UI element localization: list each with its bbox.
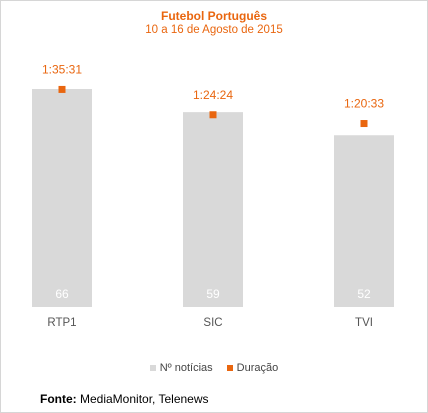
- legend-swatch-noticias: [149, 365, 156, 371]
- chart-title: Futebol Português: [161, 9, 267, 23]
- legend-item-duracao: Duração: [226, 362, 279, 374]
- legend-item-noticias: Nº notícias: [149, 362, 213, 374]
- chart-legend: Nº notícias Duração: [0, 362, 428, 374]
- bar-value-label-sic: 59: [206, 287, 220, 301]
- bar-sic: [183, 112, 243, 307]
- duration-label-tvi: 1:20:33: [344, 97, 384, 111]
- legend-label-noticias: Nº notícias: [159, 362, 213, 374]
- duration-marker-sic: [209, 111, 217, 119]
- source-label: Fonte:: [40, 392, 77, 406]
- duration-marker-tvi: [360, 120, 368, 128]
- duration-label-sic: 1:24:24: [193, 88, 233, 102]
- duration-marker-rtp1: [58, 85, 66, 93]
- source-note: Fonte: MediaMonitor, Telenews: [40, 392, 209, 406]
- source-text: MediaMonitor, Telenews: [80, 392, 209, 406]
- chart-subtitle: 10 a 16 de Agosto de 2015: [145, 24, 283, 36]
- category-label-tvi: TVI: [355, 317, 373, 329]
- bar-value-label-tvi: 52: [357, 287, 371, 301]
- bar-rtp1: [32, 89, 92, 307]
- duration-label-rtp1: 1:35:31: [42, 62, 82, 76]
- category-label-sic: SIC: [203, 317, 222, 329]
- bar-tvi: [334, 135, 394, 307]
- bar-value-label-rtp1: 66: [55, 287, 69, 301]
- legend-label-duracao: Duração: [236, 362, 279, 374]
- legend-swatch-duracao: [226, 365, 233, 371]
- category-label-rtp1: RTP1: [47, 317, 76, 329]
